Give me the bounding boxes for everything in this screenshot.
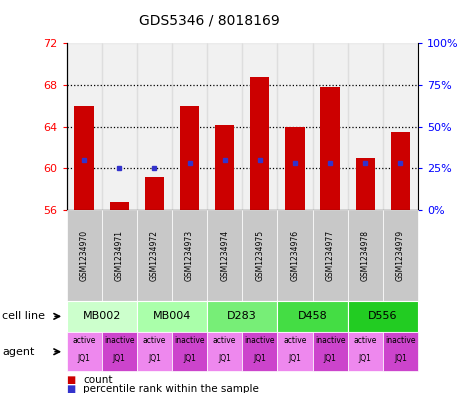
Bar [207, 43, 242, 210]
Text: count: count [83, 375, 113, 385]
Text: active: active [72, 336, 96, 345]
Text: inactive: inactive [245, 336, 275, 345]
Text: cell line: cell line [2, 311, 46, 321]
Bar [66, 43, 102, 210]
Text: GSM1234971: GSM1234971 [115, 230, 124, 281]
Bar [383, 43, 418, 210]
Bar [102, 43, 137, 210]
Text: inactive: inactive [174, 336, 205, 345]
Text: GSM1234972: GSM1234972 [150, 230, 159, 281]
Bar [313, 43, 348, 210]
Bar [145, 177, 164, 210]
Text: active: active [142, 336, 166, 345]
Text: agent: agent [2, 347, 35, 357]
Text: GSM1234975: GSM1234975 [256, 230, 264, 281]
Text: MB002: MB002 [83, 311, 121, 321]
Text: JQ1: JQ1 [183, 354, 196, 363]
Text: active: active [283, 336, 307, 345]
Text: GSM1234974: GSM1234974 [220, 230, 229, 281]
Bar [277, 43, 313, 210]
Bar [348, 43, 383, 210]
Text: MB004: MB004 [153, 311, 191, 321]
Bar [356, 158, 375, 210]
Text: GSM1234973: GSM1234973 [185, 230, 194, 281]
Bar [215, 125, 234, 210]
Bar [172, 43, 207, 210]
Text: inactive: inactive [385, 336, 416, 345]
Bar [75, 106, 94, 210]
Text: D283: D283 [228, 311, 257, 321]
Text: GSM1234977: GSM1234977 [326, 230, 334, 281]
Text: GSM1234978: GSM1234978 [361, 230, 370, 281]
Text: JQ1: JQ1 [359, 354, 372, 363]
Text: inactive: inactive [104, 336, 134, 345]
Bar [321, 87, 340, 210]
Text: active: active [353, 336, 377, 345]
Bar [391, 132, 410, 210]
Bar [180, 106, 199, 210]
Bar [110, 202, 129, 210]
Text: JQ1: JQ1 [323, 354, 337, 363]
Text: JQ1: JQ1 [218, 354, 231, 363]
Text: active: active [213, 336, 237, 345]
Text: D556: D556 [368, 311, 398, 321]
Text: GDS5346 / 8018169: GDS5346 / 8018169 [139, 13, 279, 28]
Bar [250, 77, 269, 210]
Text: GSM1234970: GSM1234970 [80, 230, 88, 281]
Text: D458: D458 [298, 311, 327, 321]
Bar [242, 43, 277, 210]
Bar [137, 43, 172, 210]
Text: JQ1: JQ1 [253, 354, 266, 363]
Text: JQ1: JQ1 [288, 354, 302, 363]
Text: ■: ■ [66, 384, 76, 393]
Text: GSM1234979: GSM1234979 [396, 230, 405, 281]
Text: percentile rank within the sample: percentile rank within the sample [83, 384, 259, 393]
Text: JQ1: JQ1 [148, 354, 161, 363]
Text: ■: ■ [66, 375, 76, 385]
Bar [285, 127, 304, 210]
Text: JQ1: JQ1 [394, 354, 407, 363]
Text: JQ1: JQ1 [77, 354, 91, 363]
Text: inactive: inactive [315, 336, 345, 345]
Text: JQ1: JQ1 [113, 354, 126, 363]
Text: GSM1234976: GSM1234976 [291, 230, 299, 281]
